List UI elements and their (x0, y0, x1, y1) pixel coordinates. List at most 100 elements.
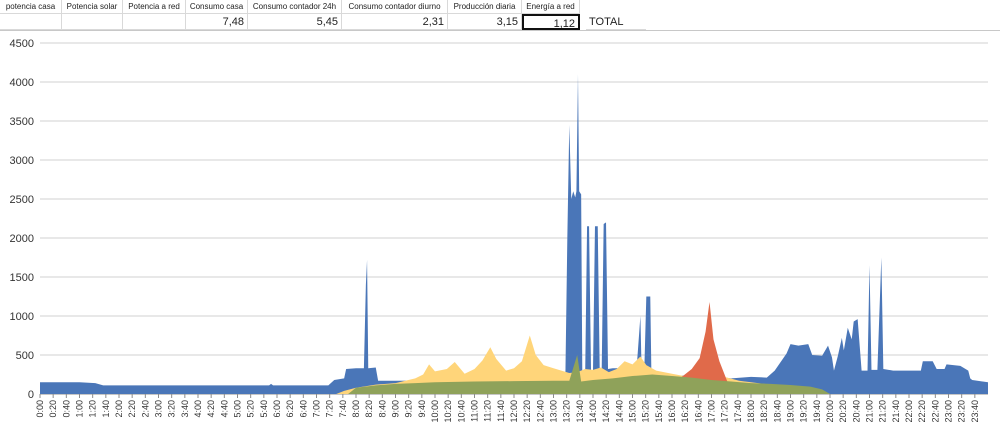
x-tick-label: 8:40 (377, 400, 387, 418)
y-tick-label: 0 (28, 389, 34, 401)
x-tick-label: 1:40 (101, 400, 111, 418)
x-tick-label: 12:20 (522, 400, 532, 423)
y-tick-label: 4500 (10, 38, 34, 50)
x-tick-label: 17:40 (733, 400, 743, 423)
y-tick-label: 2000 (10, 233, 34, 245)
value-potencia-red[interactable] (123, 14, 186, 30)
x-tick-label: 8:00 (351, 400, 361, 418)
x-tick-label: 20:00 (825, 400, 835, 423)
x-tick-label: 2:00 (114, 400, 124, 418)
x-tick-label: 21:00 (865, 400, 875, 423)
y-tick-label: 1000 (10, 311, 34, 323)
value-consumo-casa[interactable]: 7,48 (186, 14, 248, 30)
x-tick-label: 23:40 (970, 400, 980, 423)
x-tick-label: 16:40 (693, 400, 703, 423)
value-energia-a-red-selected[interactable]: 1,12 (522, 14, 580, 30)
x-tick-label: 14:40 (614, 400, 624, 423)
value-potencia-solar[interactable] (62, 14, 123, 30)
header-potencia-solar[interactable]: Potencia solar (62, 0, 123, 14)
x-tick-label: 20:20 (838, 400, 848, 423)
x-tick-label: 23:00 (944, 400, 954, 423)
x-tick-label: 13:00 (549, 400, 559, 423)
x-tick-label: 18:20 (759, 400, 769, 423)
x-tick-label: 10:00 (430, 400, 440, 423)
y-tick-label: 3000 (10, 155, 34, 167)
x-tick-label: 6:20 (285, 400, 295, 418)
x-axis: 0:00 0:20 0:40 1:00 1:20 1:40 2:00 2:20 2:40 3:00… (35, 394, 980, 423)
x-tick-label: 6:40 (298, 400, 308, 418)
y-tick-label: 2500 (10, 194, 34, 206)
x-tick-label: 0:20 (48, 400, 58, 418)
x-tick-label: 9:40 (417, 400, 427, 418)
x-tick-label: 5:00 (233, 400, 243, 418)
header-energia-a-red[interactable]: Energía a red (522, 0, 580, 14)
x-tick-label: 13:40 (575, 400, 585, 423)
header-consumo-contador-diurno[interactable]: Consumo contador diurno (342, 0, 448, 14)
total-label[interactable]: TOTAL (586, 14, 646, 30)
x-tick-label: 23:20 (957, 400, 967, 423)
y-tick-label: 3500 (10, 116, 34, 128)
x-tick-label: 2:40 (140, 400, 150, 418)
value-potencia-casa[interactable] (0, 14, 62, 30)
x-tick-label: 18:40 (772, 400, 782, 423)
x-tick-label: 4:20 (206, 400, 216, 418)
y-tick-label: 4000 (10, 77, 34, 89)
x-tick-label: 7:40 (338, 400, 348, 418)
x-tick-label: 7:00 (312, 400, 322, 418)
x-tick-label: 10:20 (443, 400, 453, 423)
x-tick-label: 11:20 (483, 400, 493, 422)
x-tick-label: 9:20 (404, 400, 414, 418)
chart-area[interactable]: 0 500 1000 1500 2000 2500 3000 3500 4000 4500 0:0… (0, 30, 1000, 436)
x-tick-label: 5:40 (259, 400, 269, 418)
y-tick-label: 1500 (10, 272, 34, 284)
spreadsheet-row: potencia casa Potencia solar Potencia a … (0, 0, 1000, 30)
x-tick-label: 5:20 (246, 400, 256, 418)
x-tick-label: 16:00 (667, 400, 677, 423)
x-tick-label: 0:40 (61, 400, 71, 418)
x-tick-label: 22:00 (904, 400, 914, 423)
x-tick-label: 14:00 (588, 400, 598, 423)
x-tick-label: 16:20 (680, 400, 690, 423)
x-tick-label: 9:00 (391, 400, 401, 418)
series-area-overlap (348, 355, 830, 394)
header-consumo-contador-24h[interactable]: Consumo contador 24h (248, 0, 342, 14)
x-tick-label: 3:40 (180, 400, 190, 418)
y-axis: 0 500 1000 1500 2000 2500 3000 3500 4000 4500 (10, 38, 34, 401)
x-tick-label: 15:20 (641, 400, 651, 423)
x-tick-label: 3:00 (154, 400, 164, 418)
x-tick-label: 4:00 (193, 400, 203, 418)
x-tick-label: 10:40 (456, 400, 466, 423)
header-potencia-casa[interactable]: potencia casa (0, 0, 62, 14)
x-tick-label: 1:00 (75, 400, 85, 418)
x-tick-label: 21:20 (878, 400, 888, 423)
x-tick-label: 22:40 (930, 400, 940, 423)
y-tick-label: 500 (16, 350, 34, 362)
value-consumo-contador-diurno[interactable]: 2,31 (342, 14, 448, 30)
value-consumo-contador-24h[interactable]: 5,45 (248, 14, 342, 30)
x-tick-label: 11:40 (496, 400, 506, 422)
header-potencia-red[interactable]: Potencia a red (123, 0, 186, 14)
x-tick-label: 18:00 (746, 400, 756, 423)
x-tick-label: 12:00 (509, 400, 519, 423)
x-tick-label: 12:40 (535, 400, 545, 423)
x-tick-label: 15:00 (628, 400, 638, 423)
series-area-consumo (40, 74, 988, 394)
x-tick-label: 14:20 (601, 400, 611, 423)
value-produccion-diaria[interactable]: 3,15 (448, 14, 522, 30)
x-tick-label: 19:00 (786, 400, 796, 423)
x-tick-label: 4:40 (219, 400, 229, 418)
x-tick-label: 22:20 (917, 400, 927, 423)
chart-series (40, 74, 988, 394)
x-tick-label: 19:20 (799, 400, 809, 423)
series-area-red (664, 301, 736, 394)
x-tick-label: 8:20 (364, 400, 374, 418)
x-tick-label: 19:40 (812, 400, 822, 423)
header-produccion-diaria[interactable]: Producción diaria (448, 0, 522, 14)
x-tick-label: 21:40 (891, 400, 901, 423)
power-chart: 0 500 1000 1500 2000 2500 3000 3500 4000 4500 0:0… (10, 38, 988, 423)
x-tick-label: 3:20 (167, 400, 177, 418)
header-consumo-casa[interactable]: Consumo casa (186, 0, 248, 14)
x-tick-label: 6:00 (272, 400, 282, 418)
x-tick-label: 0:00 (35, 400, 45, 418)
x-tick-label: 20:40 (851, 400, 861, 423)
